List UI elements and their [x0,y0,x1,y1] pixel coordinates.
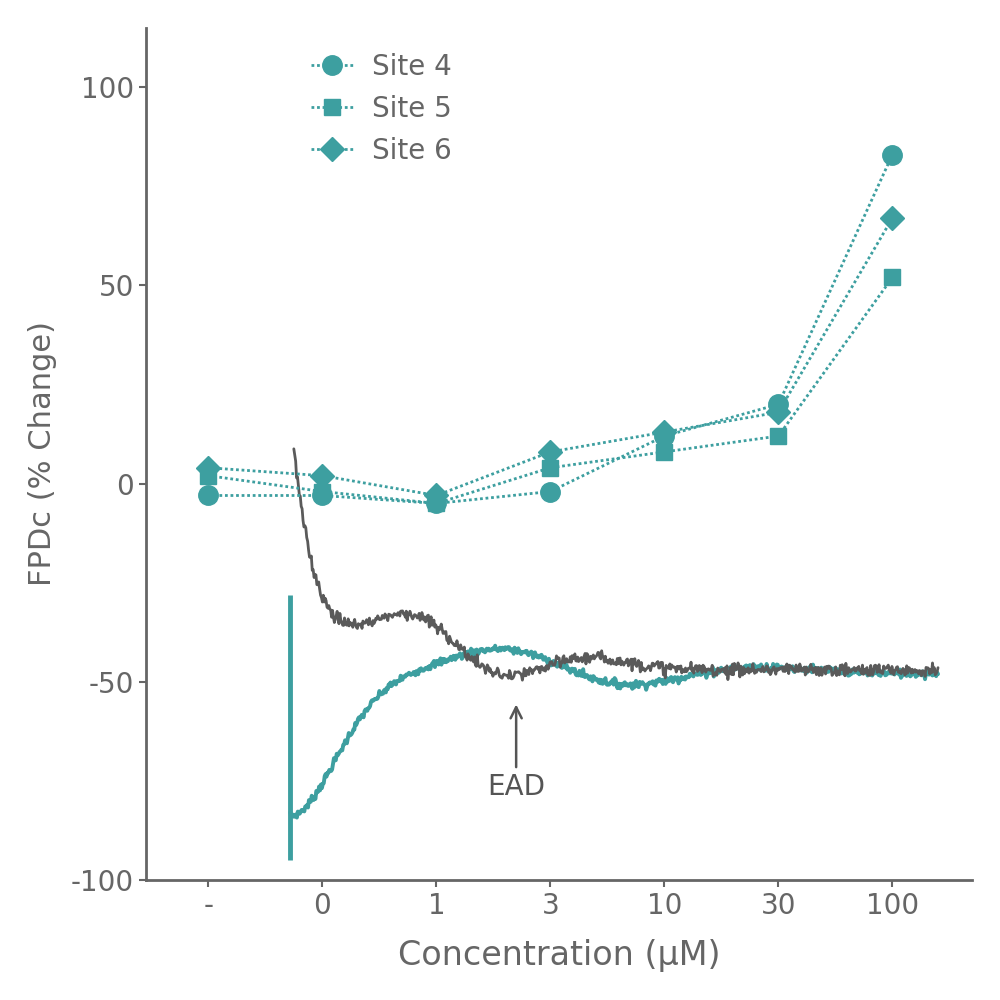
Line: Site 5: Site 5 [201,270,900,511]
Site 4 [658,430,670,442]
Site 4 [430,497,442,509]
Site 5 [430,497,442,509]
Y-axis label: FPDc (% Change): FPDc (% Change) [28,321,57,586]
Site 4 [544,486,556,498]
Line: Site 4: Site 4 [199,145,902,513]
Site 5 [886,271,898,283]
Site 5 [316,486,328,498]
Site 6 [658,426,670,438]
Site 6 [430,489,442,501]
Site 6 [316,470,328,482]
Text: EAD: EAD [487,707,545,801]
Site 6 [886,212,898,224]
Site 6 [772,406,784,418]
Site 5 [544,462,556,474]
Line: Site 6: Site 6 [200,210,901,504]
Site 6 [202,462,214,474]
Site 4 [772,398,784,410]
Site 4 [316,489,328,501]
Site 4 [202,489,214,501]
Site 4 [886,149,898,161]
Site 6 [544,446,556,458]
Site 5 [202,470,214,482]
Legend: Site 4, Site 5, Site 6: Site 4, Site 5, Site 6 [300,42,463,176]
Site 5 [772,430,784,442]
X-axis label: Concentration (μM): Concentration (μM) [398,939,720,972]
Site 5 [658,446,670,458]
